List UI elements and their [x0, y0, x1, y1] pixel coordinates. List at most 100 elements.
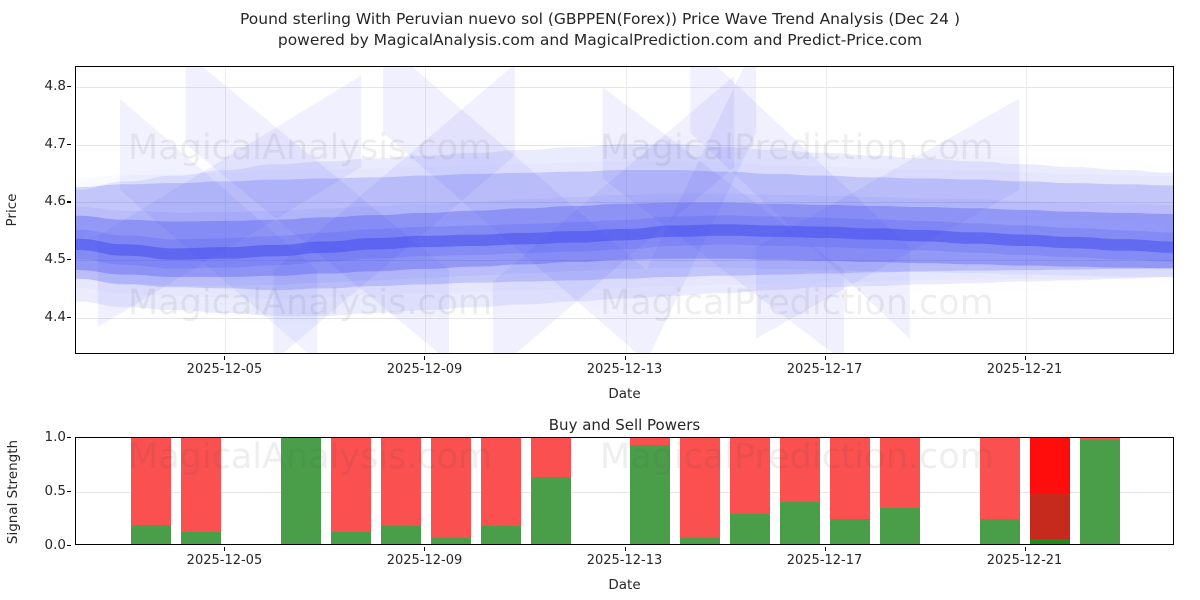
buy-power-segment: [680, 537, 721, 544]
power-x-tick-labels: 2025-12-05 2025-12-09 2025-12-13 2025-12-17…: [75, 547, 1174, 569]
buy-power-segment: [280, 438, 321, 544]
x-tick-label: 2025-12-13: [586, 362, 663, 377]
x-tick-mark: [624, 547, 626, 551]
gridline: [1025, 67, 1027, 353]
buy-power-segment: [980, 519, 1021, 544]
sell-power-segment-lower: [1030, 493, 1071, 539]
buy-power-segment: [430, 537, 471, 544]
gridline: [76, 317, 1173, 319]
buy-power-segment: [180, 532, 221, 544]
gridline: [76, 202, 1173, 204]
power-chart-title: Buy and Sell Powers: [548, 416, 701, 434]
y-tick-label: 0.0: [44, 537, 66, 553]
power-bar[interactable]: [480, 438, 521, 544]
power-bar[interactable]: [880, 438, 921, 544]
sell-power-segment: [630, 438, 671, 445]
gridline: [76, 144, 1173, 146]
sell-power-segment: [430, 438, 471, 538]
wave-streak: [97, 75, 362, 328]
y-tick-label: 4.4: [44, 308, 66, 325]
y-tick-mark: [67, 143, 71, 146]
wave-streak: [273, 67, 515, 353]
figure-title-line-2: powered by MagicalAnalysis.com and Magic…: [277, 31, 923, 49]
buy-power-segment: [380, 525, 421, 544]
sell-power-segment: [780, 438, 821, 502]
x-tick-mark: [1024, 356, 1026, 360]
y-tick-mark: [67, 545, 71, 547]
gridline: [425, 67, 427, 353]
gridline: [825, 67, 827, 353]
wave-streak: [383, 67, 647, 353]
wave-streak: [690, 67, 910, 339]
sell-power-segment: [1080, 438, 1121, 441]
gridline: [76, 87, 1173, 89]
sell-power-segment: [480, 438, 521, 526]
power-x-axis-label: Date: [608, 577, 641, 593]
y-tick-mark: [67, 258, 71, 261]
power-bar[interactable]: [1030, 438, 1071, 544]
power-bar[interactable]: [330, 438, 371, 544]
power-bar[interactable]: [830, 438, 871, 544]
sell-power-segment: [530, 438, 571, 478]
price-x-tick-labels: 2025-12-05 2025-12-09 2025-12-13 2025-12-17…: [75, 356, 1174, 378]
sell-power-segment: [830, 438, 871, 520]
buy-power-segment: [1080, 440, 1121, 544]
power-bar[interactable]: [780, 438, 821, 544]
x-tick-mark: [424, 356, 426, 360]
wave-streak: [119, 98, 318, 353]
wave-band: [76, 215, 1173, 269]
power-bar[interactable]: [130, 438, 171, 544]
y-tick-mark: [67, 86, 71, 88]
y-tick-label: 4.8: [44, 78, 66, 95]
power-bar[interactable]: [180, 438, 221, 544]
x-tick-label: 2025-12-05: [186, 553, 263, 568]
x-tick-label: 2025-12-17: [786, 362, 863, 377]
price-y-axis-label: Price: [4, 193, 20, 227]
buy-power-segment: [1030, 538, 1071, 544]
sell-power-segment: [380, 438, 421, 526]
power-bar[interactable]: [730, 438, 771, 544]
sell-power-segment: [680, 438, 721, 538]
buy-power-segment: [780, 501, 821, 544]
power-bars-group: [76, 438, 1173, 544]
gridline: [225, 67, 227, 353]
y-tick-mark: [67, 491, 71, 493]
power-bar[interactable]: [380, 438, 421, 544]
power-bar[interactable]: [530, 438, 571, 544]
sell-power-segment: [180, 438, 221, 533]
x-tick-mark: [224, 547, 226, 551]
x-tick-label: 2025-12-09: [386, 553, 463, 568]
buy-power-segment: [480, 525, 521, 544]
wave-streak: [646, 67, 757, 353]
wave-streak: [492, 75, 735, 353]
x-tick-label: 2025-12-21: [986, 553, 1063, 568]
sell-power-segment: [330, 438, 371, 533]
y-tick-mark: [67, 201, 71, 203]
power-bar[interactable]: [630, 438, 671, 544]
power-bar[interactable]: [280, 438, 321, 544]
x-tick-label: 2025-12-05: [186, 362, 263, 377]
buy-power-segment: [880, 508, 921, 544]
buy-power-segment: [630, 444, 671, 544]
x-tick-mark: [424, 547, 426, 551]
sell-power-segment: [880, 438, 921, 509]
wave-streak: [602, 87, 844, 353]
gridline: [625, 67, 627, 353]
gridline: [76, 492, 1173, 493]
power-bar[interactable]: [430, 438, 471, 544]
y-tick-mark: [67, 437, 71, 439]
x-tick-mark: [824, 356, 826, 360]
power-bar[interactable]: [680, 438, 721, 544]
figure-title-line-1: Pound sterling With Peruvian nuevo sol (…: [239, 10, 961, 28]
price-y-tick-labels: 4.4 4.5 4.6 4.7 4.8: [4, 66, 71, 354]
buy-power-segment: [130, 524, 171, 544]
x-tick-mark: [1024, 547, 1026, 551]
price-wave-chart-axes: [75, 66, 1174, 354]
y-tick-label: 1.0: [44, 429, 66, 445]
power-bar[interactable]: [1080, 438, 1121, 544]
power-bar[interactable]: [980, 438, 1021, 544]
wave-streak: [185, 67, 449, 353]
x-tick-mark: [824, 547, 826, 551]
power-y-axis-label: Signal Strength: [5, 439, 21, 545]
